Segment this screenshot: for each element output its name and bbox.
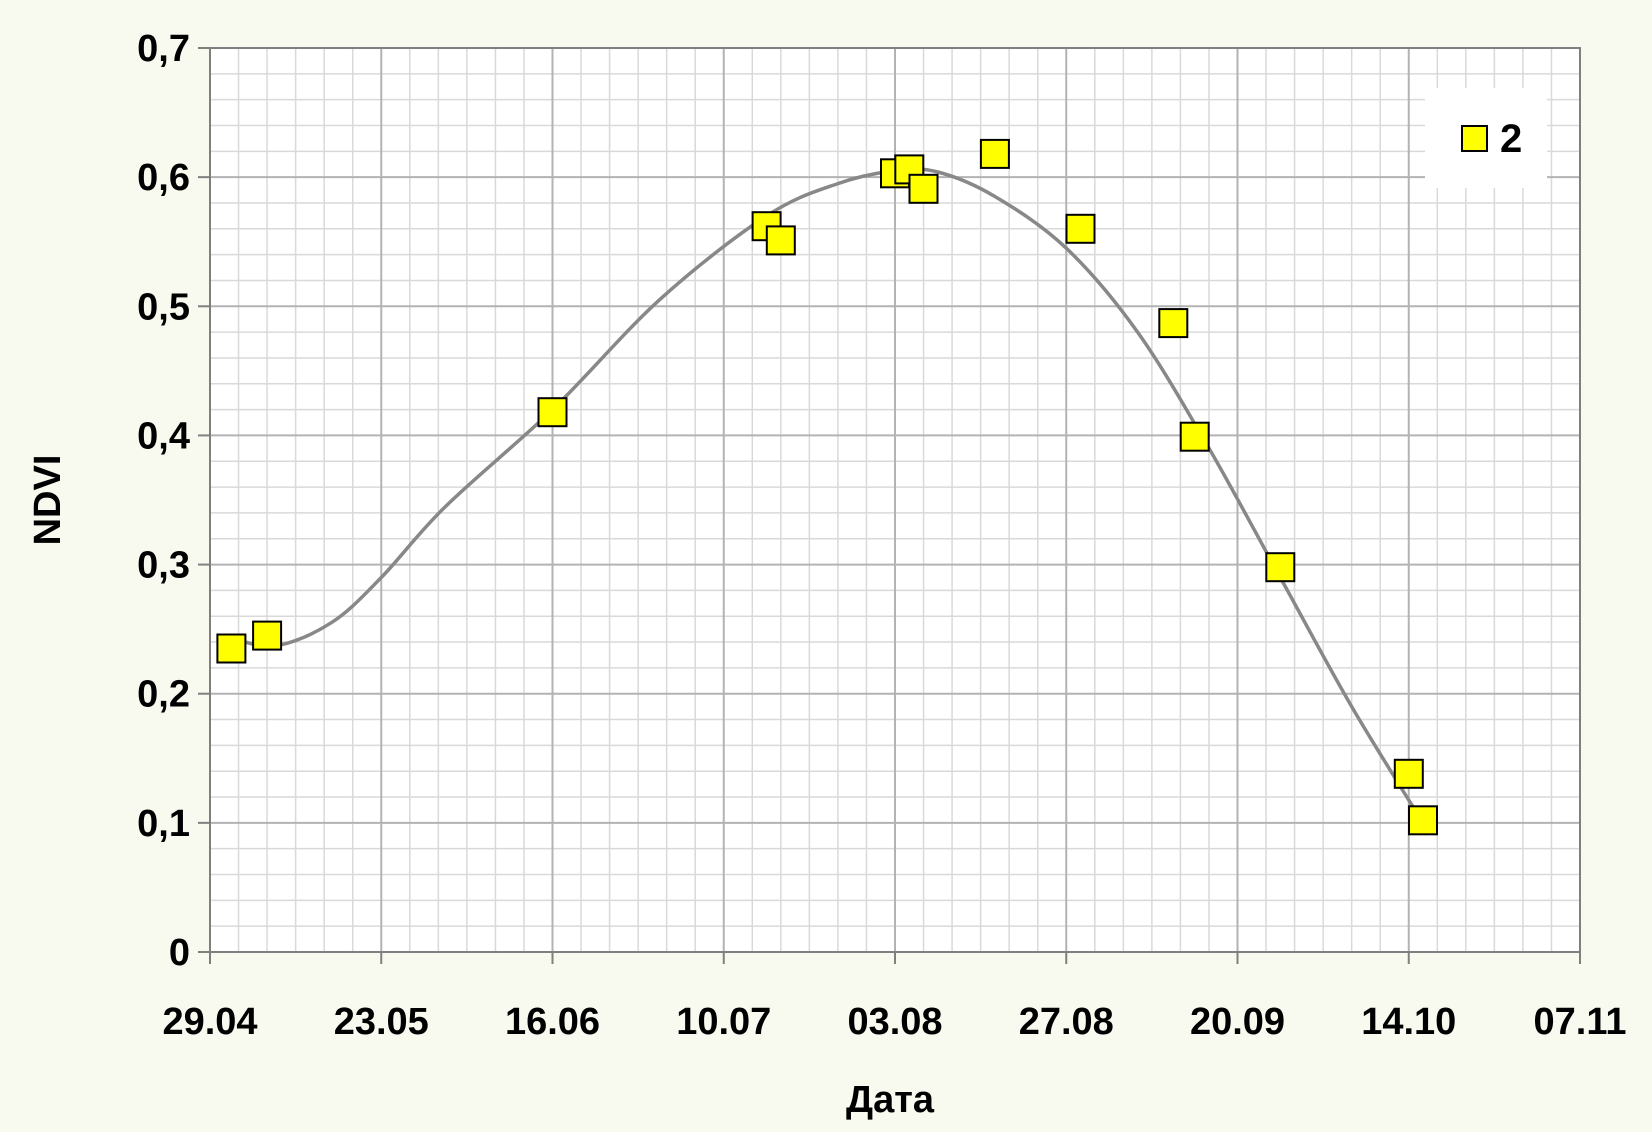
- x-tick-label: 07.11: [1534, 1001, 1627, 1043]
- data-point: [1265, 552, 1296, 583]
- data-point: [537, 397, 568, 428]
- y-tick-label: 0: [169, 932, 190, 974]
- legend-label: 2: [1500, 117, 1522, 161]
- data-point: [979, 138, 1010, 169]
- y-tick-label: 0,4: [137, 415, 190, 457]
- x-axis-title: Дата: [846, 1079, 935, 1121]
- y-tick-label: 0,2: [137, 674, 190, 716]
- x-axis-tick-labels: 29.04 23.05 16.06 10.07 03.08 27.08 20.09 14.10…: [162, 1001, 1626, 1043]
- y-axis-tick-labels: 0 0,1 0,2 0,3 0,4 0,5 0,6 0,7: [137, 28, 190, 974]
- data-point: [1158, 308, 1189, 339]
- data-point: [1408, 805, 1438, 836]
- legend-marker: [1461, 125, 1488, 152]
- x-tick-label: 10.07: [676, 1001, 771, 1043]
- x-tick-label: 27.08: [1019, 1001, 1114, 1043]
- data-point: [252, 620, 283, 651]
- x-tick-label: 03.08: [847, 1001, 942, 1043]
- data-points: [216, 138, 1438, 836]
- x-tick-label: 16.06: [505, 1001, 600, 1043]
- y-tick-label: 0,1: [137, 803, 190, 845]
- data-point: [216, 633, 247, 664]
- x-tick-label: 20.09: [1190, 1001, 1285, 1043]
- y-tick-label: 0,3: [137, 545, 190, 587]
- x-tick-label: 23.05: [334, 1001, 429, 1043]
- y-axis-title: NDVI: [27, 455, 69, 546]
- axis-tick-marks: [198, 47, 1581, 964]
- data-point: [908, 173, 939, 204]
- y-tick-label: 0,6: [137, 157, 190, 199]
- data-point: [1065, 213, 1096, 244]
- data-point: [1393, 758, 1424, 789]
- x-tick-label: 14.10: [1361, 1001, 1456, 1043]
- y-tick-label: 0,7: [137, 28, 190, 70]
- data-point: [765, 225, 796, 256]
- y-tick-label: 0,5: [137, 286, 190, 328]
- data-point: [1179, 421, 1210, 452]
- x-tick-label: 29.04: [162, 1001, 257, 1043]
